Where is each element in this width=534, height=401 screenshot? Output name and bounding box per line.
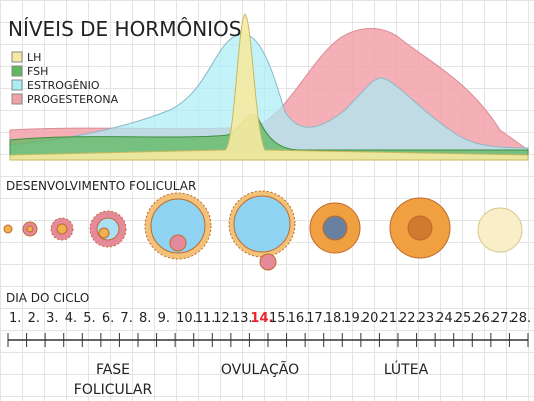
follicle [150,198,206,254]
day-label: 6. [102,311,114,326]
section-title: DIA DO CICLO [6,291,89,305]
day-label: 25. [455,311,476,326]
day-label: 12. [213,311,234,326]
day-label: 2. [28,311,40,326]
day-label: 20. [362,311,383,326]
estrogen-curve [9,33,529,161]
legend-label: PROGESTERONA [27,93,119,106]
day-label: 18. [325,311,346,326]
corpus-luteum [407,215,433,241]
legend-label: FSH [27,65,48,78]
title: NÍVEIS DE HORMÔNIOS [8,17,242,41]
day-label: 11. [195,311,216,326]
follicle [169,234,187,252]
day-label: 13. [232,311,253,326]
day-label: 14. [250,311,273,326]
day-label: 3. [46,311,58,326]
phase-label: OVULAÇÃO [221,361,299,378]
day-label: 23. [418,311,439,326]
corpus-luteum [322,215,348,241]
day-label: 16. [288,311,309,326]
follicles [3,190,523,271]
day-label: 5. [83,311,95,326]
day-label: 8. [139,311,151,326]
legend-label: ESTROGÊNIO [27,79,100,92]
day-label: 9. [158,311,170,326]
day-label: 17. [306,311,327,326]
legend-label: LH [27,51,41,64]
follicle [56,223,68,235]
phase-label: LÚTEA [384,360,429,378]
day-label: 19. [343,311,364,326]
day-label: 27. [492,311,513,326]
day-label: 22. [399,311,420,326]
day-label: 24. [436,311,457,326]
released-egg [259,253,277,271]
hormone-curves [9,13,529,161]
legend-swatch [11,79,23,91]
day-label: 21. [380,311,401,326]
corpus-albicans [477,207,523,253]
legend-swatch [11,51,23,63]
legend-swatch [11,65,23,77]
day-label: 7. [120,311,132,326]
lh-curve [9,13,529,161]
phase-label: FOLICULAR [74,382,153,398]
section-title: DESENVOLVIMENTO FOLICULAR [6,179,196,193]
day-label: 26. [473,311,494,326]
day-label: 28. [510,311,531,326]
follicle [98,227,110,239]
follicle [233,195,291,253]
day-label: 4. [65,311,77,326]
day-label: 1. [9,311,21,326]
follicle [3,224,13,234]
day-label: 15. [269,311,290,326]
day-label: 10. [176,311,197,326]
follicle [26,225,34,233]
legend-swatch [11,93,23,105]
phase-label: FASE [96,362,130,378]
